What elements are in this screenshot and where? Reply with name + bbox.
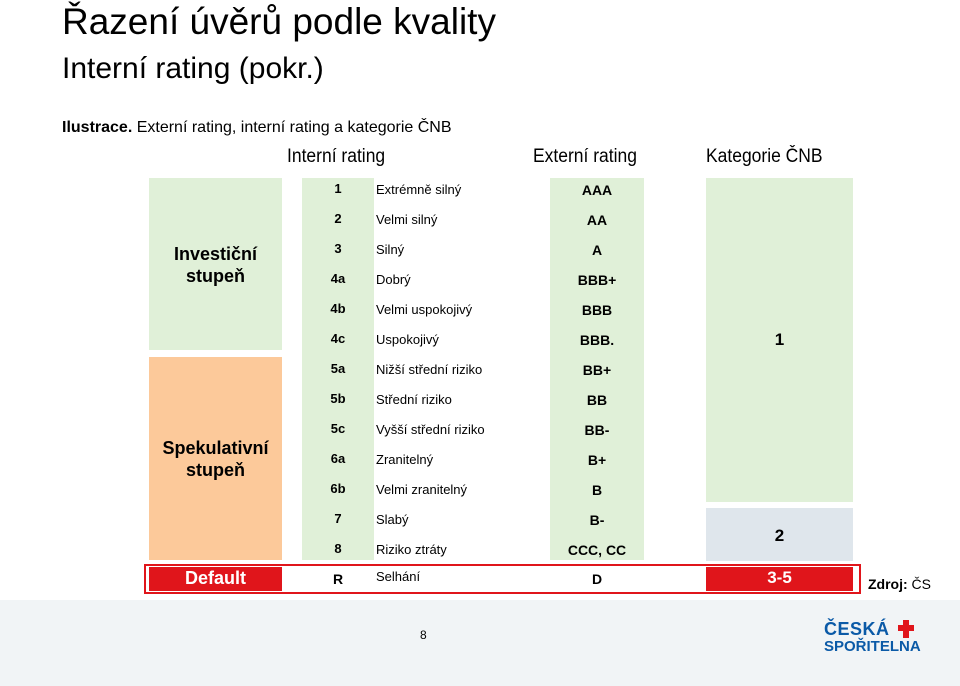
cnb-category-1-label: 1 (774, 330, 785, 349)
rating-description: Velmi silný (376, 212, 438, 227)
external-rating: BB- (584, 422, 610, 438)
source-value: ČS (907, 576, 931, 592)
intro-label: Ilustrace. (62, 119, 133, 136)
investment-grade-label: Investiční stupeň (173, 244, 258, 286)
default-rating-number: R (332, 571, 344, 587)
external-rating: B (591, 482, 603, 498)
default-row-frame (144, 564, 861, 594)
external-rating: BB+ (582, 362, 612, 378)
logo-emblem-icon (898, 620, 914, 638)
page-subtitle: Interní rating (pokr.) (62, 52, 324, 85)
internal-number-column (302, 178, 374, 560)
cnb-category-2-block (706, 508, 853, 561)
ceska-sporitelna-logo: ČESKÁ SPOŘITELNA (824, 619, 921, 660)
header-external-rating: Externí rating (533, 146, 637, 167)
intro-caption: Externí rating, interní rating a kategor… (132, 119, 452, 136)
rating-number: 8 (334, 541, 342, 556)
source-label: Zdroj: (868, 576, 908, 592)
rating-description: Střední riziko (376, 392, 452, 407)
rating-number: 7 (334, 511, 342, 526)
rating-description: Uspokojivý (376, 332, 439, 347)
rating-number: 3 (334, 241, 342, 256)
speculative-grade-label: Spekulativní stupeň (162, 438, 269, 480)
external-rating: CCC, CC (567, 542, 627, 558)
investment-grade-block (149, 178, 282, 350)
rating-description: Zranitelný (376, 452, 434, 467)
logo-line-2: SPOŘITELNA (824, 638, 921, 655)
default-label-bg (149, 567, 282, 591)
external-rating: AAA (581, 182, 613, 198)
external-rating: BBB (581, 302, 613, 318)
rating-number: 5c (330, 421, 346, 436)
external-rating: BBB. (579, 332, 615, 348)
rating-description: Vyšší střední riziko (376, 422, 485, 437)
rating-description: Nižší střední riziko (376, 362, 483, 377)
rating-number: 5b (330, 391, 346, 406)
cnb-category-1-block (706, 178, 853, 502)
external-rating: A (591, 242, 603, 258)
rating-description: Extrémně silný (376, 182, 462, 197)
default-label: Default (184, 568, 246, 588)
rating-number: 6b (330, 481, 346, 496)
rating-number: 6a (330, 451, 346, 466)
rating-description: Velmi uspokojivý (376, 302, 473, 317)
rating-description: Riziko ztráty (376, 542, 447, 557)
default-cnb-category: 3-5 (767, 568, 792, 587)
rating-number: 4b (330, 301, 346, 316)
rating-description: Slabý (376, 512, 409, 527)
page-title: Řazení úvěrů podle kvality (62, 1, 496, 42)
default-cnb-bg (706, 567, 853, 591)
rating-number: 5a (330, 361, 346, 376)
header-cnb-category: Kategorie ČNB (706, 146, 823, 167)
logo-line-1: ČESKÁ (824, 619, 890, 639)
source-note: Zdroj: ČS (868, 576, 931, 592)
external-rating-column (550, 178, 644, 560)
rating-number: 2 (334, 211, 342, 226)
external-rating: BBB+ (577, 272, 617, 288)
external-rating: B- (589, 512, 605, 528)
rating-description: Velmi zranitelný (376, 482, 468, 497)
external-rating: AA (586, 212, 608, 228)
header-internal-rating: Interní rating (287, 146, 386, 167)
rating-number: 4c (330, 331, 346, 346)
speculative-grade-block (149, 357, 282, 560)
rating-number: 1 (334, 181, 342, 196)
cnb-category-2-label: 2 (774, 526, 785, 545)
footer-bar (0, 600, 960, 686)
external-rating: BB (586, 392, 608, 408)
page-number: 8 (420, 628, 427, 642)
rating-number: 4a (330, 271, 346, 286)
rating-description: Dobrý (376, 272, 411, 287)
intro-text: Ilustrace. Externí rating, interní ratin… (62, 119, 452, 137)
default-external-rating: D (591, 571, 603, 587)
external-rating: B+ (587, 452, 607, 468)
rating-description: Silný (376, 242, 405, 257)
default-rating-description: Selhání (376, 569, 421, 584)
